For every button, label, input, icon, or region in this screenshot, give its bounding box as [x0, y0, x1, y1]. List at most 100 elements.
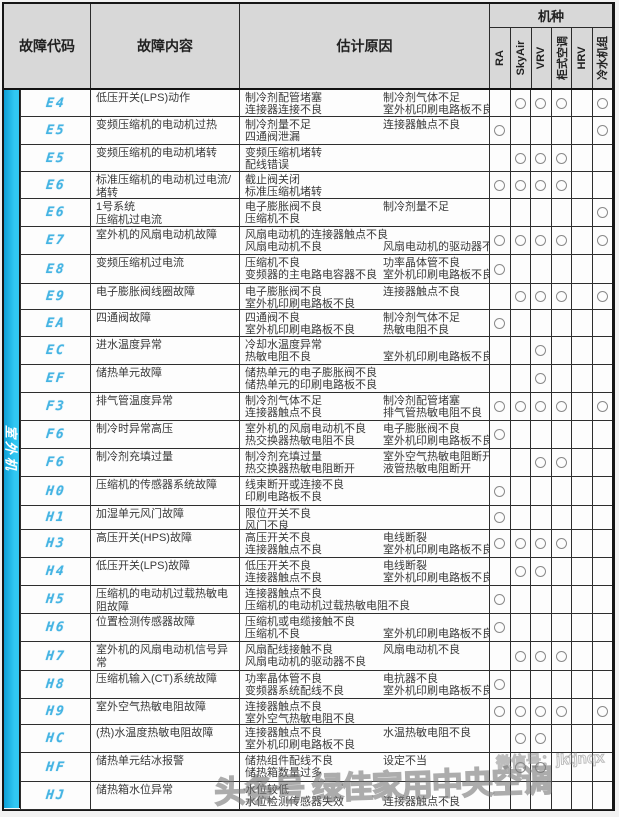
applicable-circle [555, 152, 567, 164]
outdoor-unit-group-bar: 室外机 [3, 90, 20, 808]
model-cell-冷水机组 [591, 310, 613, 336]
model-cell-柜式空调 [550, 614, 572, 641]
applicable-circle [555, 291, 567, 302]
table-row: EA 四通阀故障 四通阀不良 制冷剂气体不足 室外机印刷电路板不良 热敏电阻不良 [4, 310, 612, 337]
cause-line: 热敏电阻不良 室外机印刷电路板不良 [245, 351, 489, 363]
fault-code-cell: H5 [20, 586, 90, 613]
model-cell-VRV [530, 393, 551, 420]
fault-code-display: E7 [44, 233, 67, 248]
fault-code-cell: H4 [20, 558, 90, 585]
model-cell-SkyAir [509, 449, 531, 476]
applicable-circle [555, 235, 567, 246]
table-row: H7 室外机的风扇电动机信号异常 风扇配线接触不良 风扇电动机不良 风扇电动机的驱动器不… [4, 642, 612, 671]
fault-code-cell: H6 [20, 614, 90, 641]
cause-left: 制冷剂量不足 [245, 119, 311, 131]
table-row: H3 高压开关(HPS)故障 高压开关不良 电线断裂 连接器触点不良 室外机印刷电路板不良 [4, 530, 612, 558]
header-estimated-cause: 估计原因 [239, 4, 489, 88]
model-cell-VRV [530, 199, 551, 226]
cause-right: 室外机印刷电路板不良 [383, 351, 489, 363]
estimated-cause-cell: 电子膨胀阀不良 连接器触点不良 室外机印刷电路板不良 [239, 284, 489, 309]
cause-right: 室外机印刷电路板不良 [383, 435, 489, 447]
cause-line: 储热单元的印刷电路板不良 [245, 379, 489, 391]
cause-left: 压缩机不良 [245, 213, 300, 225]
table-row: E6 1号系统 压缩机过电流 电子膨胀阀不良 制冷剂量不足 压缩机不良 [4, 199, 612, 227]
cause-line: 四通阀不良 制冷剂气体不足 [245, 312, 489, 324]
applicable-circle [596, 125, 608, 136]
cause-left: 热敏电阻不良 [245, 351, 311, 363]
applicable-circle [555, 179, 567, 191]
model-cell-冷水机组 [591, 393, 613, 420]
cause-left: 热交换器热敏电阻断开 [245, 463, 355, 475]
model-cell-冷水机组 [591, 586, 613, 613]
cause-left: 室外空气热敏电阻不良 [245, 713, 355, 724]
model-column-header-3: 柜式空调 [551, 28, 571, 88]
model-cell-冷水机组 [591, 421, 613, 448]
model-cell-HRV [571, 255, 592, 283]
applicable-circle [494, 263, 506, 275]
model-cell-冷水机组 [591, 642, 613, 670]
cause-left: 冷却水温度异常 [245, 339, 322, 351]
model-cell-VRV [530, 782, 551, 809]
model-cell-SkyAir [509, 699, 531, 724]
model-cell-SkyAir [509, 506, 531, 529]
model-column-header-5: 冷水机组 [591, 28, 612, 88]
model-cell-VRV [530, 284, 551, 309]
applicable-circle [535, 97, 547, 109]
fault-content-cell: 排气管温度异常 [90, 393, 239, 420]
model-cell-冷水机组 [591, 614, 613, 641]
header-fault-content: 故障内容 [90, 4, 239, 88]
estimated-cause-cell: 变频压缩机堵转 配线错误 [239, 145, 489, 171]
model-cell-HRV [571, 642, 592, 670]
cause-line: 线束断开或连接不良 [245, 479, 489, 491]
model-cell-冷水机组 [591, 337, 613, 364]
applicable-circle [535, 401, 547, 412]
model-cell-柜式空调 [550, 227, 572, 254]
estimated-cause-cell: 储热单元的电子膨胀阀不良 储热单元的印刷电路板不良 [239, 365, 489, 392]
applicable-circle [514, 706, 526, 717]
cause-line: 压缩机或电缆接触不良 [245, 616, 489, 628]
estimated-cause-cell: 低压开关不良 电线断裂 连接器触点不良 室外机印刷电路板不良 [239, 558, 489, 585]
cause-line: 电子膨胀阀不良 制冷剂量不足 [245, 201, 489, 213]
model-cell-冷水机组 [591, 782, 613, 809]
model-cell-SkyAir [509, 671, 531, 698]
model-column-label: RA [494, 50, 507, 66]
table-row: EF 储热单元故障 储热单元的电子膨胀阀不良 储热单元的印刷电路板不良 [4, 365, 612, 393]
cause-left: 压缩机不良 [245, 628, 300, 640]
cause-line: 风扇电动机不良 风扇电动机的驱动器不良 [245, 241, 489, 253]
model-cell-柜式空调 [550, 671, 572, 698]
fault-code-display: E4 [44, 95, 67, 111]
model-cell-柜式空调 [550, 255, 572, 283]
model-cell-SkyAir [509, 614, 531, 641]
fault-code-cell: E5 [20, 145, 90, 171]
cause-left: 印刷电路板不良 [245, 491, 322, 503]
model-cell-HRV [571, 284, 592, 309]
model-cell-冷水机组 [591, 199, 613, 226]
model-cell-HRV [571, 117, 592, 144]
estimated-cause-cell: 风扇配线接触不良 风扇电动机不良 风扇电动机的驱动器不良 [239, 642, 489, 670]
model-cell-柜式空调 [550, 477, 572, 505]
model-cell-SkyAir [509, 199, 531, 226]
fault-code-display: H3 [44, 536, 67, 551]
model-cell-SkyAir [509, 753, 531, 781]
cause-left: 室外机印刷电路板不良 [245, 298, 355, 309]
model-cell-柜式空调 [550, 530, 572, 557]
fault-code-cell: HF [20, 753, 90, 781]
cause-left: 高压开关不良 [245, 532, 311, 544]
estimated-cause-cell: 功率晶体管不良 电抗器不良 变频器系统配线不良 室外机印刷电路板不良 [239, 671, 489, 698]
cause-right: 制冷剂气体不足 [383, 92, 460, 104]
model-cell-VRV [530, 172, 551, 198]
fault-code-cell: H9 [20, 699, 90, 724]
table-row: E8 变频压缩机过电流 压缩机不良 功率晶体管不良 变频器的主电路电容器不良 室外机印刷电… [4, 255, 612, 284]
fault-content-cell: 压缩机输入(CT)系统故障 [90, 671, 239, 698]
cause-line: 储热组件配线不良 设定不当 [245, 755, 489, 767]
cause-left: 制冷剂配管堵塞 [245, 92, 322, 104]
cause-right: 室外机印刷电路板不良 [383, 685, 489, 697]
model-cell-RA [489, 614, 510, 641]
estimated-cause-cell: 压缩机不良 功率晶体管不良 变频器的主电路电容器不良 室外机印刷电路板不良 [239, 255, 489, 283]
model-cell-RA [489, 642, 510, 670]
cause-line: 室外空气热敏电阻不良 [245, 713, 489, 724]
table-row: HC (热)水温度热敏电阻故障 连接器触点不良 水温热敏电阻不良 室外机印刷电路板不良 [4, 725, 612, 753]
model-cell-VRV [530, 586, 551, 613]
cause-left: 储热单元的电子膨胀阀不良 [245, 367, 377, 379]
table-row: HF 储热单元结冰报警 储热组件配线不良 设定不当 储热箱数量过多 [4, 753, 612, 782]
